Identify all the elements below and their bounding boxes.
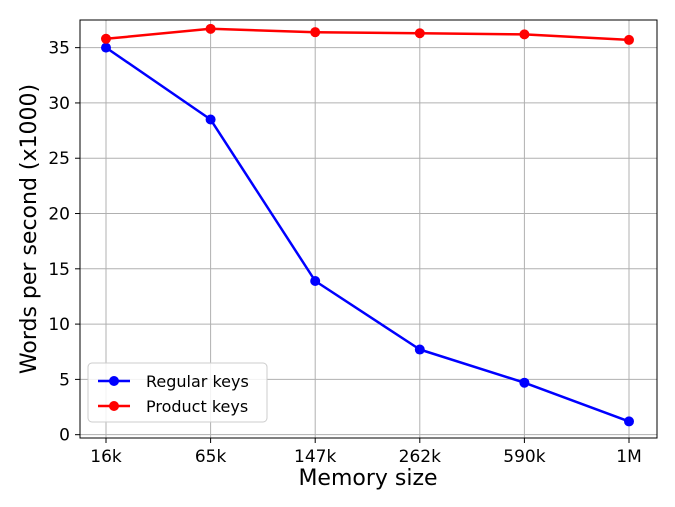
y-tick-label: 35: [48, 39, 70, 59]
series-layer: [101, 23, 634, 427]
legend-label-product: Product keys: [146, 397, 248, 416]
legend-label-regular: Regular keys: [146, 372, 249, 391]
y-ticks: 0 5 10 15 20 25 30 35: [48, 39, 80, 446]
data-point-product-keys: [519, 29, 530, 40]
data-point-regular-keys: [519, 377, 530, 388]
legend-box: [87, 362, 268, 423]
series-line-product-keys: [105, 27, 630, 42]
x-tick-label: 147k: [294, 447, 336, 467]
data-point-product-keys: [310, 27, 321, 38]
y-tick-label: 10: [48, 315, 70, 335]
data-point-product-keys: [101, 33, 111, 44]
data-point-product-keys: [624, 34, 634, 45]
y-tick-label: 5: [59, 370, 70, 390]
data-point-regular-keys: [101, 42, 111, 53]
y-tick-label: 30: [48, 94, 70, 114]
data-point-regular-keys: [310, 275, 321, 286]
x-tick-label: 1M: [616, 447, 641, 467]
plot-frame: [79, 19, 658, 439]
x-tick-label: 590k: [503, 447, 545, 467]
x-tick-label: 262k: [399, 447, 441, 467]
x-tick-label: 65k: [195, 447, 227, 467]
y-tick-label: 0: [59, 426, 70, 446]
x-ticks: 16k 65k 147k 262k 590k 1M: [90, 438, 642, 467]
y-axis-title: Words per second (x1000): [17, 84, 42, 374]
data-point-regular-keys: [414, 344, 425, 355]
legend-marker-product: [109, 401, 119, 411]
x-tick-label: 16k: [90, 447, 122, 467]
y-tick-label: 15: [48, 260, 70, 280]
series-line-regular-keys: [105, 46, 630, 423]
x-axis-title: Memory size: [298, 466, 437, 491]
data-point-regular-keys: [205, 114, 216, 125]
data-point-regular-keys: [624, 416, 634, 427]
data-point-product-keys: [414, 28, 425, 39]
data-point-product-keys: [205, 23, 216, 34]
legend-marker-regular: [109, 376, 119, 386]
y-tick-label: 20: [48, 205, 70, 225]
y-tick-label: 25: [48, 149, 70, 169]
grid: [80, 20, 657, 438]
legend: Regular keys Product keys: [87, 362, 268, 423]
